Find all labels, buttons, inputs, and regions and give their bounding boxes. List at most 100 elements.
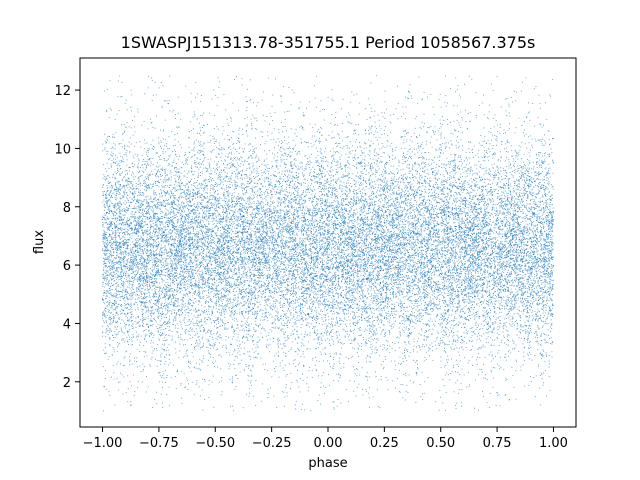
data-point xyxy=(238,279,239,280)
data-point xyxy=(249,330,250,331)
data-point xyxy=(367,219,368,220)
data-point xyxy=(267,245,268,246)
data-point xyxy=(402,261,403,262)
data-point xyxy=(307,234,308,235)
data-point xyxy=(115,224,116,225)
data-point xyxy=(352,294,353,295)
data-point xyxy=(353,284,354,285)
data-point xyxy=(213,347,214,348)
data-point xyxy=(251,370,252,371)
data-point xyxy=(551,272,552,273)
data-point xyxy=(472,189,473,190)
data-point xyxy=(216,173,217,174)
data-point xyxy=(434,134,435,135)
data-point xyxy=(485,179,486,180)
data-point xyxy=(334,274,335,275)
data-point xyxy=(384,278,385,279)
data-point xyxy=(422,223,423,224)
data-point xyxy=(426,291,427,292)
data-point xyxy=(301,126,302,127)
data-point xyxy=(410,288,411,289)
data-point xyxy=(140,183,141,184)
data-point xyxy=(174,160,175,161)
data-point xyxy=(488,217,489,218)
data-point xyxy=(522,142,523,143)
data-point xyxy=(458,263,459,264)
data-point xyxy=(181,314,182,315)
data-point xyxy=(365,329,366,330)
data-point xyxy=(539,140,540,141)
data-point xyxy=(195,298,196,299)
data-point xyxy=(379,125,380,126)
data-point xyxy=(151,158,152,159)
data-point xyxy=(144,180,145,181)
data-point xyxy=(253,327,254,328)
data-point xyxy=(195,97,196,98)
data-point xyxy=(180,300,181,301)
data-point xyxy=(201,197,202,198)
data-point xyxy=(308,164,309,165)
data-point xyxy=(302,310,303,311)
data-point xyxy=(466,225,467,226)
data-point xyxy=(499,232,500,233)
data-point xyxy=(178,258,179,259)
data-point xyxy=(287,232,288,233)
data-point xyxy=(545,210,546,211)
data-point xyxy=(377,278,378,279)
data-point xyxy=(269,351,270,352)
data-point xyxy=(294,224,295,225)
data-point xyxy=(265,253,266,254)
data-point xyxy=(470,328,471,329)
data-point xyxy=(107,292,108,293)
data-point xyxy=(440,357,441,358)
data-point xyxy=(215,272,216,273)
data-point xyxy=(496,319,497,320)
data-point xyxy=(444,197,445,198)
data-point xyxy=(192,233,193,234)
data-point xyxy=(356,203,357,204)
data-point xyxy=(457,232,458,233)
data-point xyxy=(375,149,376,150)
data-point xyxy=(435,174,436,175)
data-point xyxy=(471,331,472,332)
data-point xyxy=(426,211,427,212)
data-point xyxy=(166,361,167,362)
data-point xyxy=(529,192,530,193)
data-point xyxy=(548,268,549,269)
data-point xyxy=(253,214,254,215)
data-point xyxy=(106,223,107,224)
data-point xyxy=(444,348,445,349)
data-point xyxy=(415,176,416,177)
data-point xyxy=(131,188,132,189)
data-point xyxy=(387,192,388,193)
data-point xyxy=(523,365,524,366)
data-point xyxy=(504,234,505,235)
data-point xyxy=(174,281,175,282)
data-point xyxy=(202,262,203,263)
data-point xyxy=(202,288,203,289)
data-point xyxy=(387,218,388,219)
data-point xyxy=(115,258,116,259)
data-point xyxy=(494,292,495,293)
data-point xyxy=(256,261,257,262)
data-point xyxy=(415,154,416,155)
data-point xyxy=(434,291,435,292)
data-point xyxy=(347,176,348,177)
data-point xyxy=(257,266,258,267)
data-point xyxy=(322,324,323,325)
data-point xyxy=(371,293,372,294)
data-point xyxy=(147,258,148,259)
data-point xyxy=(357,320,358,321)
data-point xyxy=(459,206,460,207)
data-point xyxy=(252,337,253,338)
data-point xyxy=(292,176,293,177)
data-point xyxy=(146,269,147,270)
data-point xyxy=(506,318,507,319)
data-point xyxy=(493,277,494,278)
data-point xyxy=(193,185,194,186)
data-point xyxy=(462,235,463,236)
data-point xyxy=(263,293,264,294)
data-point xyxy=(447,344,448,345)
data-point xyxy=(147,234,148,235)
data-point xyxy=(490,312,491,313)
